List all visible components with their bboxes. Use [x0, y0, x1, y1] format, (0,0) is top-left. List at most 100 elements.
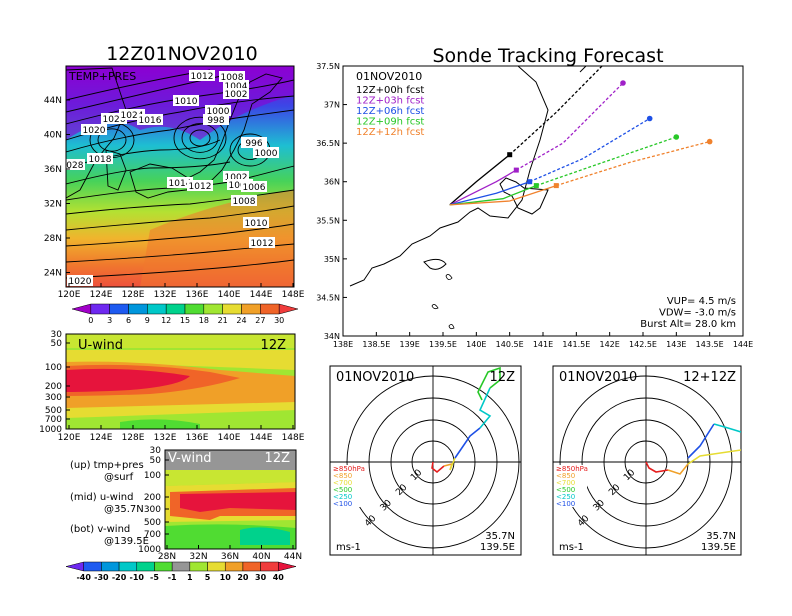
hodo-right-level-legend: ≥850hPa<850<700<500<250<100 [555, 465, 588, 508]
hodo-level-bg [332, 465, 364, 472]
contour-label: 1004 [225, 82, 248, 92]
track-lat-tick: 37N [324, 101, 340, 110]
hodo-level: <100 [333, 500, 352, 508]
legend-bg [353, 94, 439, 105]
uwind-pressure-tick: 500 [45, 406, 62, 416]
map-lat-ticks: 44N 40N 36N 32N 28N 24N [44, 96, 70, 279]
hodo-level: <850 [333, 472, 352, 480]
vwind-pressure-tick: 1000 [138, 545, 161, 555]
track-info-line: VUP= 4.5 m/s [667, 296, 736, 307]
map-lat-tick: 24N [44, 269, 62, 279]
colorbar-tick: 18 [199, 316, 209, 325]
track-lon-ticks: 138E 138.5E 139E 139.5E 140E 140.5E 141E 141.5E… [333, 332, 753, 349]
vwind-pressure-tick: 200 [144, 493, 161, 503]
colorbar-tick: 6 [126, 316, 131, 325]
legend-entry: 12Z+00h fcst [356, 85, 424, 96]
uwind-time: 12Z [261, 338, 287, 353]
vwind-lat-tick: 36N [221, 552, 239, 562]
track-lat-tick: 35.5N [316, 216, 340, 225]
vwind-lat-tick: 40N [252, 552, 270, 562]
contour-label-box [223, 80, 249, 91]
wind-colorbar-swatch [65, 561, 84, 572]
colorbar-swatch [278, 303, 299, 315]
legend-bg [353, 115, 439, 126]
contour-label: 996 [245, 139, 262, 149]
hodo-level-bg [555, 500, 587, 507]
isobar [66, 189, 294, 215]
contour-label: 1018 [89, 155, 112, 165]
legend-entry: 12Z+12h fcst [356, 127, 424, 138]
wind-colorbar-tick: 40 [273, 573, 285, 582]
contour-label-box [205, 105, 231, 116]
hodograph-left: 01NOV2010 12Z ≥850hPa<850<700<500<250<10… [329, 365, 522, 556]
contour-label: 1010 [175, 97, 198, 107]
map-lat-tick: 44N [44, 96, 62, 106]
contour-label: 1006 [243, 183, 266, 193]
contour-label-box [187, 180, 213, 191]
wind-colorbar-swatch [189, 561, 208, 572]
uwind-pressure-tick: 1000 [39, 425, 62, 435]
legend-bg [353, 126, 439, 136]
uwind-pressure-tick: 30 [51, 330, 63, 340]
uwind-pressure-tick: 700 [45, 415, 62, 425]
note-sub: @35.7N [104, 504, 144, 515]
contour-label: 1024 [121, 111, 144, 121]
uwind-lon-tick: 136E [186, 433, 209, 443]
colorbar-tick: 15 [180, 316, 190, 325]
wind-colorbar-swatch [101, 561, 120, 572]
left-title: 12Z01NOV2010 [106, 43, 258, 65]
track-lon-tick: 144E [733, 340, 753, 349]
colorbar-swatch [147, 303, 167, 315]
track-lon-tick: 142.5E [629, 340, 657, 349]
map-lat-tick: 32N [44, 200, 62, 210]
track-drift-line [536, 136, 677, 187]
contour-label-box [203, 114, 229, 125]
wind-colorbar-swatch [118, 561, 138, 572]
contour-label-box [173, 95, 199, 106]
landing-marker [620, 80, 626, 86]
contour-label: 1012 [189, 182, 212, 192]
hodo-level: ≥850hPa [333, 465, 365, 473]
map-lon-tick: 144E [250, 290, 273, 300]
colorbar-tick: 0 [88, 316, 93, 325]
hodo-level: <850 [556, 472, 575, 480]
contour-label-box [219, 71, 245, 82]
legend-entry: 12Z+09h fcst [356, 117, 424, 128]
contour-label-box [223, 171, 249, 182]
track-series [449, 66, 713, 206]
uwind-pressure-tick: 50 [51, 339, 63, 349]
landing-marker [673, 134, 680, 140]
burst-marker [513, 167, 519, 173]
contour-label-box [227, 179, 253, 190]
track-coastline [349, 66, 549, 287]
contour-label-box [253, 147, 279, 158]
track-lat-tick: 34N [324, 332, 340, 341]
contour-label-box [243, 217, 269, 228]
uwind-pressure-tick: 100 [45, 363, 62, 373]
track-lat-tick: 35N [324, 255, 340, 264]
wind-colorbar-tick: -10 [130, 573, 145, 582]
track-lon-tick: 143.5E [696, 340, 724, 349]
track-lon-tick: 140.5E [496, 340, 524, 349]
wind-colorbar-tick: -20 [112, 573, 127, 582]
map-lat-tick: 40N [44, 131, 62, 141]
contour-label: 1002 [225, 90, 248, 100]
contour-label-box [249, 237, 275, 248]
contour-label-box [241, 181, 267, 192]
colorbar-swatch [71, 303, 92, 315]
vwind-pressure-tick: 700 [144, 530, 161, 540]
track-ascent-line [449, 154, 511, 206]
contour-label: 1012 [251, 239, 274, 249]
colorbar-tick: 24 [236, 316, 246, 325]
hodo-level-bg [555, 465, 587, 472]
hodo-level: ≥850hPa [556, 465, 588, 473]
wind-colorbar-swatch [260, 561, 279, 572]
colorbar-swatch [241, 303, 261, 315]
colorbar-swatch [260, 303, 280, 315]
note-sub: @139.5E [104, 536, 149, 547]
temp-pres-map: 1012 100810041002101010261024101610201000… [44, 65, 305, 325]
track-lon-tick: 141E [533, 340, 553, 349]
